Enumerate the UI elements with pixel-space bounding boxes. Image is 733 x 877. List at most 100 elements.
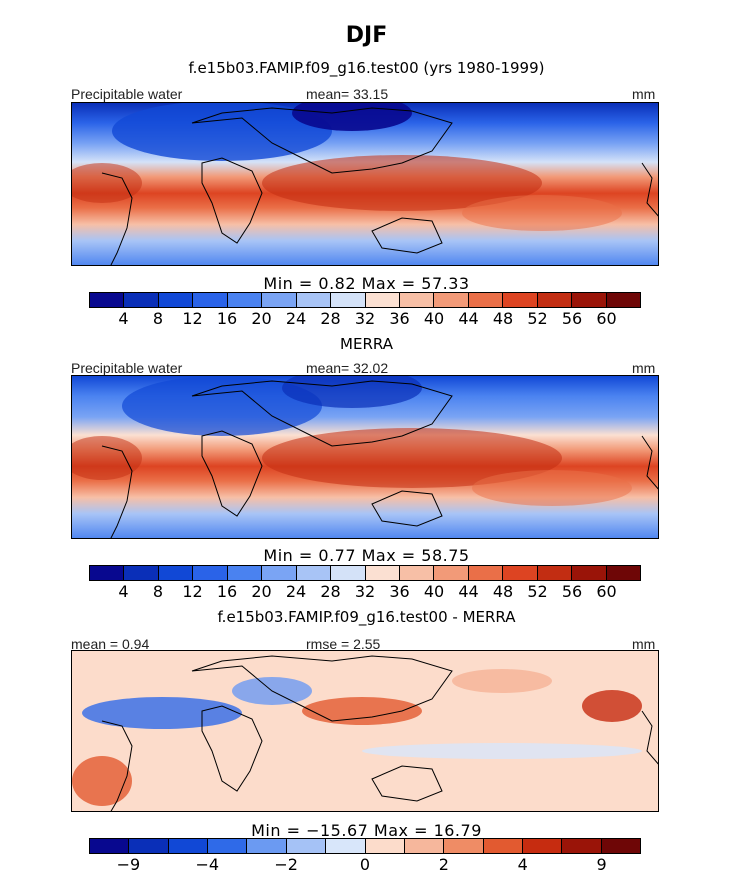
colorbar-tick-label: 44	[458, 582, 479, 601]
colorbar-tick-label: 9	[596, 855, 607, 874]
colorbar-box	[168, 839, 209, 853]
colorbar-tick-label: 48	[492, 582, 514, 601]
panel2-min-label: Min = 0.77	[263, 546, 357, 565]
colorbar-box	[331, 293, 366, 307]
panel2-variable-label: Precipitable water	[71, 360, 183, 376]
colorbar-tick-label: 12	[182, 309, 203, 328]
colorbar-tick-label: 56	[561, 309, 583, 328]
colorbar-tick-label: 8	[152, 309, 164, 328]
colorbar-tick-label: 60	[596, 582, 617, 601]
panel1-variable-label: Precipitable water	[71, 86, 183, 102]
panel1-min-label: Min = 0.82	[263, 274, 357, 293]
colorbar-box	[129, 839, 169, 853]
panel1-units-label: mm	[632, 86, 656, 102]
colorbar-box	[247, 839, 287, 853]
colorbar-tick-label: 52	[527, 309, 548, 328]
panel3-units-label: mm	[632, 636, 656, 652]
colorbar-box	[296, 293, 332, 307]
colorbar-box	[158, 566, 194, 580]
colorbar-box	[503, 293, 538, 307]
panel2-colorbar-ticks: 4 8 12 16 20 24 28 32 36 40 44 48 52 56 60	[89, 582, 641, 602]
panel3-mean-label: mean = 0.94	[71, 636, 150, 652]
colorbar-tick-label: 60	[596, 309, 617, 328]
colorbar-tick-label: −4	[195, 855, 220, 874]
panel1-map	[71, 102, 659, 266]
colorbar-box	[404, 839, 445, 853]
colorbar-box	[434, 293, 469, 307]
colorbar-box	[90, 293, 125, 307]
colorbar-tick-label: 4	[517, 855, 528, 874]
colorbar-box	[537, 566, 573, 580]
colorbar-tick-label: −2	[274, 855, 298, 874]
colorbar-tick-label: 0	[359, 855, 371, 874]
colorbar-box	[468, 293, 504, 307]
colorbar-tick-label: 20	[251, 309, 272, 328]
colorbar-tick-label: 20	[251, 582, 272, 601]
colorbar-box	[262, 293, 297, 307]
colorbar-tick-label: 16	[216, 582, 238, 601]
colorbar-tick-label: 56	[561, 582, 583, 601]
colorbar-box	[399, 566, 435, 580]
colorbar-box	[124, 566, 159, 580]
colorbar-box	[434, 566, 469, 580]
panel1-colorbar-ticks: 4 8 12 16 20 24 28 32 36 40 44 48 52 56 60	[89, 309, 641, 329]
colorbar-box	[503, 566, 538, 580]
colorbar-box	[606, 293, 640, 307]
colorbar-tick-label: 24	[285, 582, 307, 601]
panel2-field	[72, 376, 658, 538]
colorbar-box	[296, 566, 332, 580]
colorbar-box	[537, 293, 573, 307]
colorbar-tick-label: 4	[118, 309, 129, 328]
panel3-colorbar	[89, 838, 641, 854]
panel2-units-label: mm	[632, 360, 656, 376]
colorbar-tick-label: 36	[389, 309, 410, 328]
colorbar-box	[262, 566, 297, 580]
panel1-title: f.e15b03.FAMIP.f09_g16.test00 (yrs 1980-…	[188, 59, 545, 77]
panel1-mean-label: mean= 33.15	[306, 86, 389, 102]
panel1-max-label: Max = 57.33	[361, 274, 470, 293]
panel3-min-label: Min = −15.67	[251, 821, 369, 840]
colorbar-tick-label: 44	[458, 309, 479, 328]
colorbar-tick-label: 40	[423, 582, 445, 601]
colorbar-tick-label: 40	[423, 309, 445, 328]
colorbar-box	[572, 566, 607, 580]
colorbar-box	[227, 293, 263, 307]
colorbar-box	[286, 839, 327, 853]
colorbar-tick-label: 2	[438, 855, 449, 874]
colorbar-box	[606, 566, 640, 580]
season-title: DJF	[345, 23, 388, 48]
panel2-mean-label: mean= 32.02	[306, 360, 389, 376]
colorbar-tick-label: 28	[320, 582, 341, 601]
colorbar-box	[90, 839, 130, 853]
colorbar-tick-label: 12	[182, 582, 203, 601]
colorbar-box	[601, 839, 641, 853]
panel3-minmax: Min = −15.67 Max = 16.79	[0, 821, 733, 840]
colorbar-tick-label: 4	[118, 582, 129, 601]
panel3-title: f.e15b03.FAMIP.f09_g16.test00 - MERRA	[217, 608, 516, 626]
colorbar-box	[208, 839, 248, 853]
panel3-field	[72, 651, 658, 811]
colorbar-tick-label: −9	[116, 855, 141, 874]
colorbar-tick-label: 8	[152, 582, 164, 601]
colorbar-tick-label: 28	[320, 309, 341, 328]
colorbar-box	[90, 566, 125, 580]
colorbar-box	[227, 566, 263, 580]
colorbar-box	[444, 839, 484, 853]
colorbar-tick-label: 32	[354, 582, 376, 601]
colorbar-box	[365, 566, 400, 580]
colorbar-box	[522, 839, 563, 853]
panel3-rmse-label: rmse = 2.55	[306, 636, 381, 652]
colorbar-box	[562, 839, 602, 853]
colorbar-box	[468, 566, 504, 580]
panel2-title: MERRA	[340, 335, 393, 353]
colorbar-box	[399, 293, 435, 307]
colorbar-box	[158, 293, 194, 307]
colorbar-box	[365, 839, 405, 853]
panel2-minmax: Min = 0.77 Max = 58.75	[0, 546, 733, 565]
colorbar-tick-label: 32	[354, 309, 376, 328]
panel3-map	[71, 650, 659, 812]
panel2-max-label: Max = 58.75	[361, 546, 470, 565]
colorbar-box	[124, 293, 159, 307]
panel1-minmax: Min = 0.82 Max = 57.33	[0, 274, 733, 293]
colorbar-tick-label: 24	[285, 309, 307, 328]
